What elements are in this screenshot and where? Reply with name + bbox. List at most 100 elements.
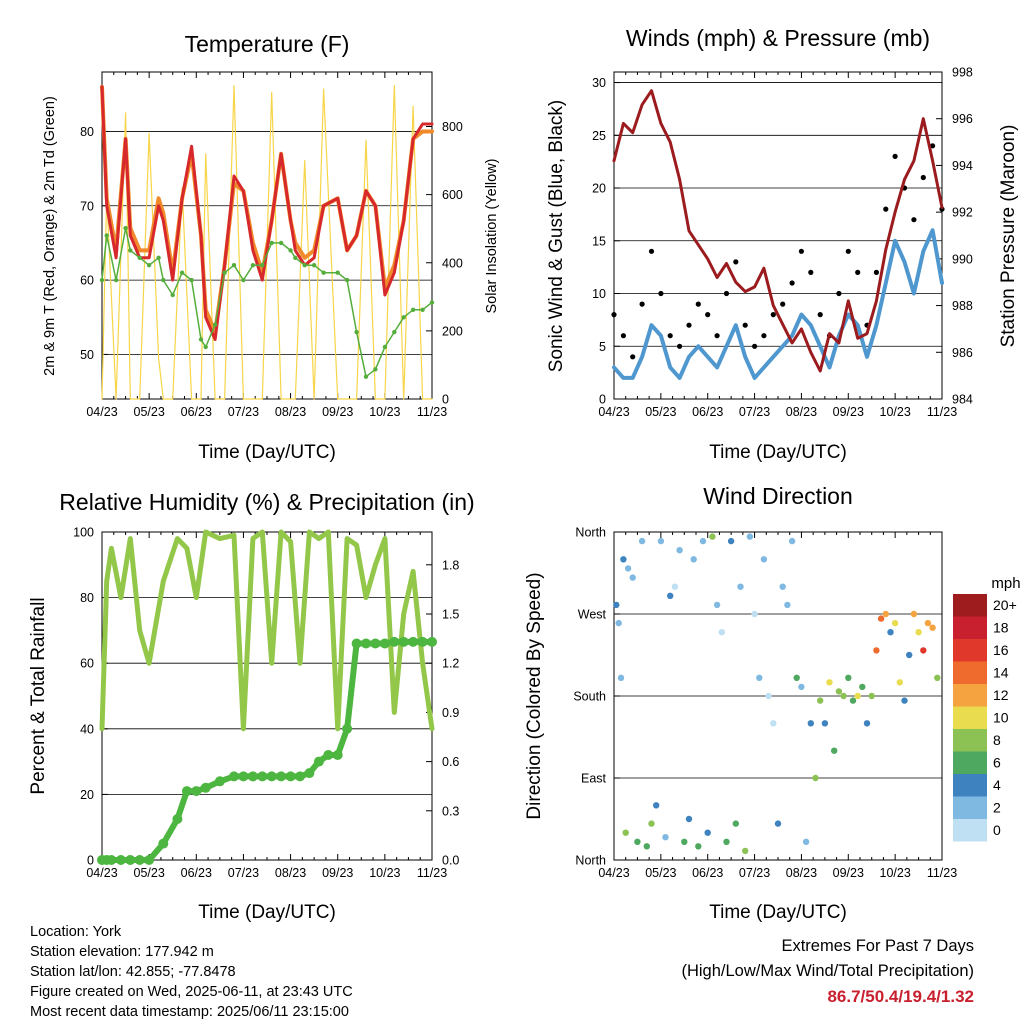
- gust-point: [780, 301, 786, 307]
- x-tick-label: 06/23: [181, 405, 212, 419]
- colorbar-label: 8: [993, 732, 1001, 748]
- wind-direction-point: [821, 720, 829, 727]
- y-tick-label: 20: [80, 788, 94, 802]
- x-tick-label: 09/23: [833, 866, 864, 880]
- y2-tick-label: 400: [442, 256, 463, 270]
- colorbar-swatch: [953, 774, 987, 797]
- wind-direction-point: [695, 843, 702, 850]
- x-tick-label: 05/23: [645, 405, 676, 419]
- wind-direction-point: [859, 683, 866, 691]
- y-tick-label: 15: [592, 234, 606, 248]
- station-location: Location: York: [30, 924, 122, 940]
- extremes-subtitle: (High/Low/Max Wind/Total Precipitation): [681, 962, 974, 980]
- colorbar-label: 16: [993, 642, 1009, 658]
- y2-tick-label: 600: [442, 188, 463, 202]
- gust-point: [658, 290, 664, 297]
- wind-direction-point: [709, 533, 716, 540]
- wind-direction-point: [756, 674, 763, 681]
- y-tick-label: West: [578, 608, 607, 622]
- wind-direction-point: [685, 815, 693, 823]
- gust-point: [686, 322, 692, 328]
- t2m-line: [100, 85, 434, 341]
- winds-pressure-panel: Winds (mph) & Pressure (mb) Time (Day/UT…: [546, 25, 1019, 463]
- wind-direction-point: [770, 720, 777, 727]
- wind-direction-point: [845, 674, 852, 681]
- colorbar-swatch: [953, 796, 987, 819]
- wind-direction-point: [798, 683, 805, 691]
- x-axis-label: Time (Day/UTC): [709, 902, 847, 923]
- station-latlon: Station lat/lon: 42.855; -77.8478: [30, 964, 236, 980]
- x-tick-label: 10/23: [880, 405, 911, 419]
- x-tick-label: 04/23: [598, 866, 629, 880]
- t9m-line: [100, 84, 434, 335]
- y2-tick-label: 0.9: [442, 706, 459, 720]
- wind-direction-point: [727, 537, 735, 545]
- x-tick-label: 06/23: [692, 405, 723, 419]
- wind-direction-point: [802, 838, 810, 845]
- station-elevation: Station elevation: 177.942 m: [30, 944, 214, 960]
- x-tick-label: 07/23: [739, 405, 770, 419]
- y2-tick-label: 996: [952, 112, 973, 126]
- wind-direction-point: [877, 615, 885, 622]
- colorbar-swatch: [953, 706, 987, 729]
- y-axis-label-left: 2m & 9m T (Red, Orange) & 2m Td (Green): [42, 96, 58, 376]
- wind-direction-point: [615, 619, 622, 627]
- most-recent-timestamp: Most recent data timestamp: 2025/06/11 2…: [30, 1004, 349, 1020]
- y-tick-label: North: [575, 526, 606, 540]
- gust-point: [620, 333, 627, 339]
- wind-direction-point: [788, 537, 796, 545]
- x-axis-label: Time (Day/UTC): [198, 442, 336, 463]
- y-tick-label: 60: [80, 274, 94, 288]
- y2-tick-label: 0.3: [442, 804, 459, 818]
- gust-point: [798, 248, 805, 254]
- x-tick-label: 08/23: [275, 405, 306, 419]
- wind-direction-point: [634, 838, 641, 845]
- gust-point: [705, 312, 711, 318]
- wind-direction-point: [690, 556, 697, 563]
- humidity-precip-panel: Relative Humidity (%) & Precipitation (i…: [28, 489, 475, 923]
- wind-direction-point: [868, 692, 875, 700]
- y-tick-label: 10: [592, 287, 606, 301]
- wind-direction-point: [765, 692, 772, 700]
- solar-insolation-line: [101, 85, 433, 400]
- y2-tick-label: 990: [952, 252, 973, 266]
- wind-direction-point: [613, 601, 620, 609]
- dewpoint-line: [101, 227, 433, 378]
- y2-tick-label: 0.0: [442, 854, 459, 868]
- wind-direction-point: [784, 601, 791, 609]
- wind-direction-point: [713, 601, 721, 609]
- y-axis-label-right: Solar Insolation (Yellow): [484, 158, 500, 313]
- colorbar-label: 20+: [993, 597, 1017, 613]
- wind-direction-point: [887, 629, 894, 636]
- gust-point: [817, 312, 823, 318]
- x-tick-label: 11/23: [417, 866, 447, 880]
- y-tick-label: 0: [599, 393, 606, 407]
- x-tick-label: 07/23: [739, 866, 770, 880]
- wind-direction-point: [760, 556, 768, 563]
- wind-direction-point: [934, 674, 941, 681]
- x-tick-label: 09/23: [322, 866, 353, 880]
- speed-colorbar: mph 20+ 18 16 14 12 10 8 6 4 2 0: [953, 575, 1021, 842]
- y2-tick-label: 0: [442, 393, 449, 407]
- gust-point: [920, 174, 926, 181]
- colorbar-swatch: [953, 751, 987, 774]
- y-tick-label: 80: [80, 125, 94, 139]
- wind-direction-point: [915, 629, 922, 636]
- wind-direction-point: [891, 619, 899, 627]
- wind-direction-point: [737, 583, 744, 590]
- y-tick-label: East: [581, 772, 607, 786]
- x-tick-label: 05/23: [645, 866, 676, 880]
- colorbar-swatch: [953, 729, 987, 752]
- y-axis-label-left: Percent & Total Rainfall: [28, 597, 49, 794]
- wind-direction-panel: Wind Direction Time (Day/UTC) Direction …: [524, 483, 957, 923]
- wind-direction-point: [793, 674, 800, 681]
- wind-direction-point: [653, 802, 660, 809]
- gust-point: [873, 269, 880, 275]
- wind-direction-point: [746, 533, 754, 540]
- colorbar-label: 14: [993, 665, 1009, 681]
- y2-tick-label: 1.2: [442, 657, 459, 671]
- extremes-box: Extremes For Past 7 Days (High/Low/Max W…: [681, 934, 974, 1009]
- y2-tick-label: 998: [952, 66, 973, 80]
- wind-direction-point: [906, 651, 913, 659]
- colorbar-label: 6: [993, 755, 1001, 771]
